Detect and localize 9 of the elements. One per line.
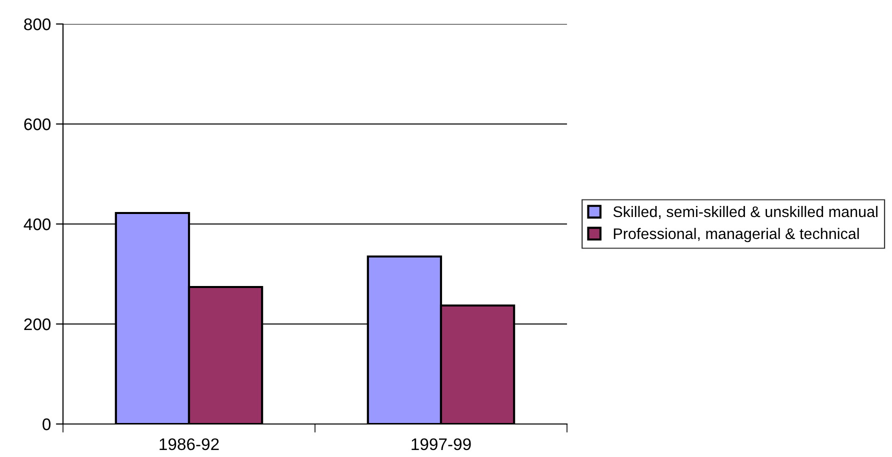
x-tick-label: 1997-99 [412,438,471,450]
y-tick-label: 600 [24,118,51,130]
legend-label: Skilled, semi-skilled & unskilled manual [613,206,878,219]
y-tick-label: 200 [24,318,51,330]
x-tick-label: 1986-92 [160,438,219,450]
legend-label: Professional, managerial & technical [614,228,859,242]
y-tick-label: 0 [42,418,51,430]
y-tick-label: 800 [24,18,51,30]
y-tick-label: 400 [24,218,51,230]
